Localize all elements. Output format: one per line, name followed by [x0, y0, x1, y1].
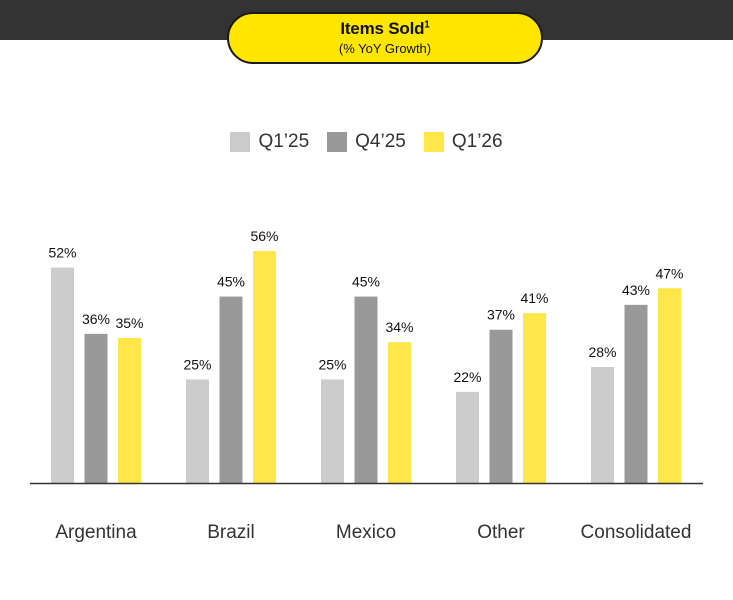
bar-consolidated-q1-25: [591, 367, 614, 483]
bar-mexico-q4-25: [354, 296, 378, 483]
bar-consolidated-q1-26: [658, 288, 681, 483]
chart-subtitle: (% YoY Growth): [338, 41, 432, 56]
legend-label-q1-25: Q1’25: [258, 131, 310, 152]
legend-item-q1-26: Q1’26: [423, 131, 503, 153]
legend-label-q1-26: Q1’26: [451, 131, 503, 152]
bar-argentina-q1-25: [51, 267, 74, 483]
legend-swatch-q1-25: [230, 132, 251, 152]
bar-mexico-q1-26: [388, 342, 411, 483]
chart-title: Items Sold1: [229, 19, 541, 39]
data-label-argentina-q4-25: 36%: [82, 311, 110, 327]
data-label-brazil-q4-25: 45%: [217, 274, 245, 290]
data-label-other-q4-25: 37%: [487, 307, 515, 323]
category-label-brazil: Brazil: [207, 522, 255, 543]
chart-legend: Q1’25 Q4’25 Q1’26: [0, 131, 733, 153]
bar-argentina-q1-26: [118, 338, 141, 483]
bar-other-q1-25: [456, 391, 479, 483]
data-label-brazil-q1-26: 56%: [250, 228, 278, 244]
bar-mexico-q1-25: [321, 379, 344, 483]
category-label-other: Other: [477, 522, 525, 543]
data-label-consolidated-q1-26: 47%: [655, 265, 683, 281]
data-label-brazil-q1-25: 25%: [183, 356, 211, 372]
data-label-argentina-q1-26: 35%: [115, 315, 143, 331]
data-label-consolidated-q1-25: 28%: [588, 344, 616, 360]
category-label-argentina: Argentina: [55, 522, 137, 543]
data-label-other-q1-25: 22%: [453, 369, 481, 385]
title-pill: Items Sold1 (% YoY Growth): [227, 12, 543, 64]
legend-item-q1-25: Q1’25: [230, 131, 309, 153]
bar-consolidated-q4-25: [624, 304, 648, 483]
legend-label-q4-25: Q4’25: [355, 131, 406, 152]
data-label-argentina-q1-25: 52%: [48, 245, 76, 261]
title-footnote-marker: 1: [424, 19, 430, 31]
bar-other-q4-25: [489, 329, 513, 483]
legend-swatch-q4-25: [327, 132, 348, 152]
bar-brazil-q1-26: [253, 251, 276, 483]
data-label-mexico-q4-25: 45%: [352, 274, 380, 290]
category-label-consolidated: Consolidated: [581, 522, 692, 543]
data-label-mexico-q1-25: 25%: [318, 356, 346, 372]
bar-other-q1-26: [523, 313, 546, 483]
legend-swatch-q1-26: [423, 132, 444, 152]
data-label-other-q1-26: 41%: [520, 290, 548, 306]
bar-argentina-q4-25: [84, 333, 108, 483]
legend-item-q4-25: Q4’25: [327, 131, 406, 153]
category-label-mexico: Mexico: [336, 522, 396, 543]
bar-brazil-q4-25: [219, 296, 243, 483]
data-label-mexico-q1-26: 34%: [385, 319, 413, 335]
data-label-consolidated-q4-25: 43%: [622, 282, 650, 298]
chart-title-text: Items Sold: [340, 19, 425, 38]
bar-chart: 52% 36% 35% Argentina 25% 45% 56% Brazil 25% 45% 3…: [30, 228, 703, 543]
bar-brazil-q1-25: [186, 379, 209, 483]
